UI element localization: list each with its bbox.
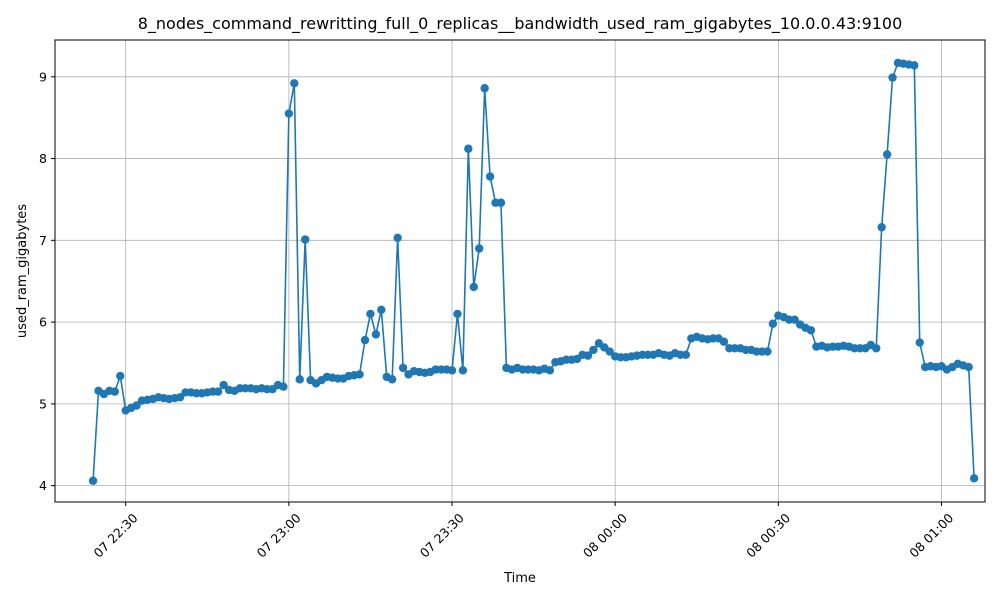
data-point xyxy=(882,150,892,159)
data-point xyxy=(485,172,495,181)
data-point xyxy=(387,375,397,384)
data-point xyxy=(393,233,402,243)
data-point xyxy=(790,315,799,324)
data-point xyxy=(681,350,691,360)
data-point xyxy=(116,371,125,381)
data-point xyxy=(88,476,98,485)
series-line xyxy=(92,62,975,481)
data-point xyxy=(969,474,979,483)
y-tick-label: 8 xyxy=(39,151,47,166)
data-point xyxy=(545,366,555,375)
data-point xyxy=(279,382,288,391)
data-point xyxy=(469,282,478,292)
data-point xyxy=(300,235,310,244)
y-tick-label: 9 xyxy=(39,69,47,84)
data-point xyxy=(290,79,299,88)
data-point xyxy=(377,305,386,315)
data-point xyxy=(589,345,598,355)
data-point xyxy=(872,344,881,353)
x-tick-label: 07 22:30 xyxy=(90,510,140,560)
data-point xyxy=(605,347,614,356)
data-point xyxy=(496,198,506,207)
data-point xyxy=(768,319,778,328)
chart-title: 8_nodes_command_rewritting_full_0_replic… xyxy=(138,14,903,34)
data-point xyxy=(398,363,408,373)
y-tick-label: 4 xyxy=(39,478,47,493)
data-point xyxy=(464,144,473,153)
grid-layer xyxy=(55,40,985,502)
x-tick-label: 07 23:30 xyxy=(417,510,467,560)
data-point xyxy=(110,387,120,396)
x-tick-label: 08 00:30 xyxy=(743,510,793,560)
data-point xyxy=(360,335,370,345)
data-point xyxy=(806,326,816,335)
data-point xyxy=(719,337,729,346)
data-point xyxy=(480,84,489,93)
data-point xyxy=(458,366,468,375)
x-tick-label: 08 00:00 xyxy=(580,510,630,560)
data-point xyxy=(295,375,304,384)
x-tick-label: 07 23:00 xyxy=(254,510,304,560)
data-point xyxy=(915,338,924,347)
data-point xyxy=(175,393,185,402)
data-point xyxy=(475,244,484,253)
y-axis-label: used_ram_gigabytes xyxy=(15,204,30,338)
data-point xyxy=(366,309,375,319)
data-point xyxy=(888,73,897,82)
x-tick-label: 08 01:00 xyxy=(906,510,956,560)
data-point xyxy=(583,351,593,360)
plot-frame xyxy=(54,39,986,503)
tick-layer: 07 22:30 07 23:00 07 23:30 08 00:00 08 00:30… xyxy=(39,69,956,560)
data-point xyxy=(964,362,973,372)
x-axis-label: Time xyxy=(503,571,536,586)
series-layer xyxy=(88,58,979,485)
data-point xyxy=(447,366,457,375)
y-tick-label: 5 xyxy=(39,396,47,411)
data-point xyxy=(355,370,364,379)
data-point xyxy=(453,309,462,319)
data-point xyxy=(763,347,772,356)
data-point xyxy=(877,223,886,232)
data-point xyxy=(213,387,223,396)
data-point xyxy=(371,330,381,339)
y-tick-label: 7 xyxy=(39,233,47,248)
data-point xyxy=(132,401,141,410)
data-point xyxy=(219,380,228,390)
y-tick-label: 6 xyxy=(39,315,47,330)
data-point xyxy=(910,61,919,70)
data-point xyxy=(284,109,294,118)
